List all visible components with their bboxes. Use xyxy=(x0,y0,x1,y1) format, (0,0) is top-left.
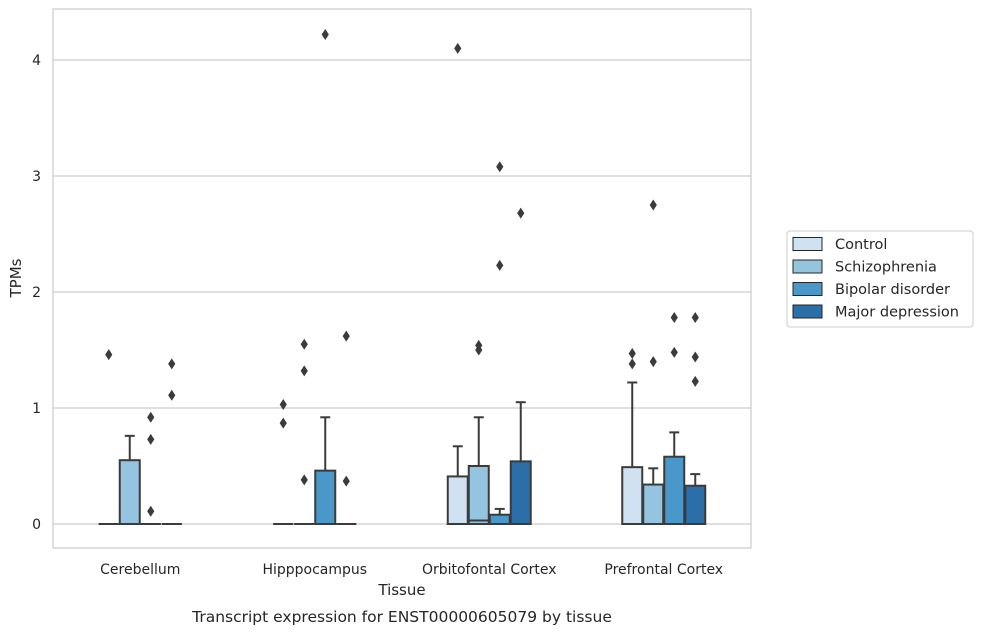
box-body xyxy=(684,484,707,525)
y-tick-label-3: 3 xyxy=(32,169,41,185)
outlier-0 xyxy=(517,207,525,219)
y-tick-label-4: 4 xyxy=(32,53,41,69)
box-body xyxy=(663,455,686,525)
boxes xyxy=(98,28,707,526)
outlier-0 xyxy=(300,338,308,350)
box-body xyxy=(467,465,490,525)
legend-swatch-1 xyxy=(792,259,823,274)
outlier-0 xyxy=(628,347,636,359)
box-body xyxy=(314,469,337,526)
outlier-1 xyxy=(649,356,657,368)
box-1-3 xyxy=(336,330,357,525)
outlier-1 xyxy=(147,433,155,445)
y-tick-label-1: 1 xyxy=(32,401,41,417)
outlier-1 xyxy=(691,351,699,363)
outlier-0 xyxy=(670,312,678,324)
legend-swatch-2 xyxy=(792,282,823,296)
x-tick-labels: Cerebellum Hipppocampus Orbitofontal Corte… xyxy=(100,562,723,578)
y-tick-label-0: 0 xyxy=(32,517,41,533)
box-3-0 xyxy=(621,347,644,526)
outlier-0 xyxy=(342,330,350,342)
box-0-2 xyxy=(140,411,161,525)
legend-label-2: Bipolar disorder xyxy=(835,282,950,298)
outlier-0 xyxy=(168,358,176,370)
box-body xyxy=(446,475,469,526)
box-3-3 xyxy=(684,312,707,525)
outlier-1 xyxy=(670,346,678,358)
outlier-0 xyxy=(496,161,504,173)
chart-caption: Transcript expression for ENST0000060507… xyxy=(191,608,612,626)
y-tick-label-2: 2 xyxy=(32,285,41,301)
outlier-2 xyxy=(300,474,308,486)
box-0-3 xyxy=(161,358,182,525)
outlier-0 xyxy=(147,411,155,423)
outlier-0 xyxy=(691,312,699,324)
box-2-0 xyxy=(446,42,469,526)
box-body xyxy=(509,460,532,525)
legend-label-0: Control xyxy=(835,237,887,253)
legend-swatch-0 xyxy=(792,237,823,251)
box-body xyxy=(118,459,141,526)
outlier-2 xyxy=(147,505,155,517)
box-0-0 xyxy=(98,349,119,525)
plot-frame xyxy=(52,8,752,549)
plot-background xyxy=(53,9,751,548)
outlier-1 xyxy=(168,389,176,401)
box-2-1 xyxy=(467,339,490,525)
x-tick-label-0: Cerebellum xyxy=(100,562,180,578)
outlier-0 xyxy=(649,199,657,211)
x-tick-label-2: Orbitofontal Cortex xyxy=(422,562,557,578)
legend: Control Schizophrenia Bipolar disorder Majo… xyxy=(786,230,974,328)
legend-swatch-3 xyxy=(792,304,823,319)
box-3-1 xyxy=(642,199,665,525)
box-body xyxy=(642,483,665,525)
outlier-0 xyxy=(454,42,462,54)
outlier-1 xyxy=(475,344,483,356)
outlier-1 xyxy=(279,417,287,429)
box-1-2 xyxy=(314,28,337,526)
y-axis-title: TPMs xyxy=(7,258,25,298)
outlier-0 xyxy=(105,349,113,361)
outlier-1 xyxy=(342,475,350,487)
box-body xyxy=(621,466,644,526)
legend-frame xyxy=(786,230,974,328)
outlier-1 xyxy=(628,358,636,370)
legend-label-1: Schizophrenia xyxy=(835,260,937,276)
box-2-3 xyxy=(509,207,532,525)
outlier-0 xyxy=(321,28,329,40)
outlier-1 xyxy=(300,365,308,377)
y-tick-labels: 0 1 2 3 4 xyxy=(32,53,41,533)
box-0-1 xyxy=(118,434,141,526)
outlier-2 xyxy=(691,375,699,387)
x-tick-label-3: Prefrontal Cortex xyxy=(604,562,723,578)
box-body xyxy=(488,513,511,525)
outlier-0 xyxy=(279,399,287,411)
x-axis-title: Tissue xyxy=(377,581,425,599)
x-tick-label-1: Hipppocampus xyxy=(262,562,367,578)
legend-label-3: Major depression xyxy=(835,305,959,321)
box-1-1 xyxy=(294,338,315,525)
outlier-1 xyxy=(496,259,504,271)
box-1-0 xyxy=(273,399,294,525)
box-2-2 xyxy=(488,161,511,525)
